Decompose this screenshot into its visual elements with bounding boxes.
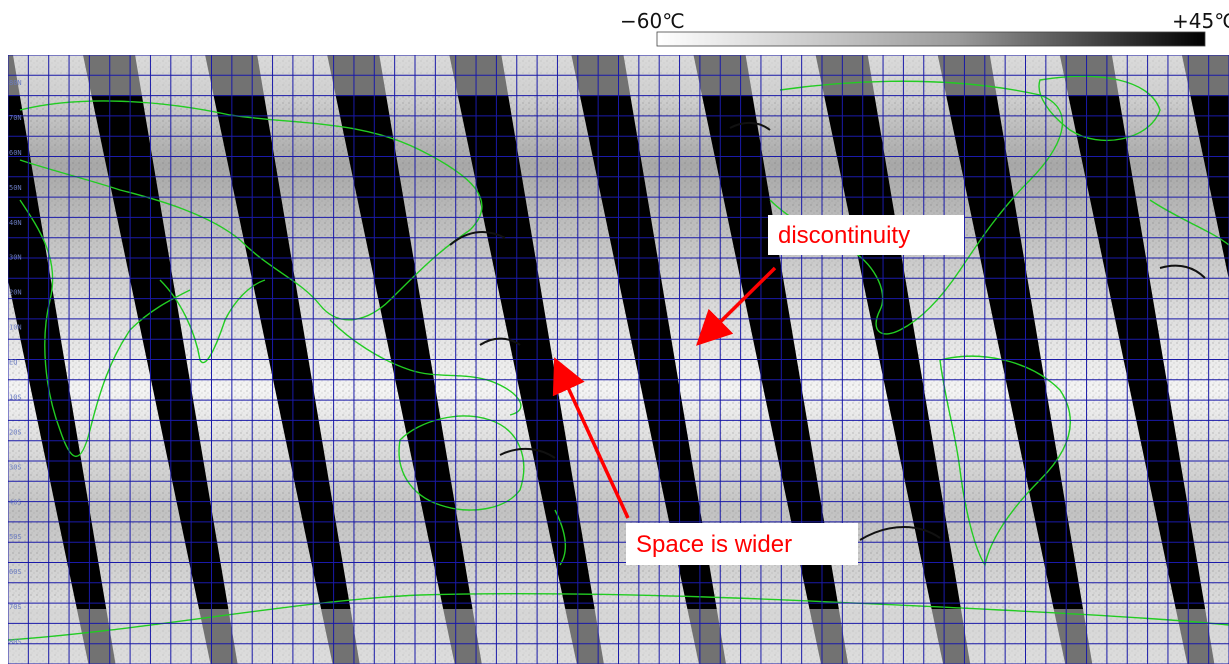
latitude-label: 20S [9,428,22,436]
latitude-label: 50N [9,184,22,192]
space-is-wider-arrow [552,357,630,519]
latitude-label: 40S [9,498,22,506]
coastline-north-america [769,80,1064,335]
space-is-wider-label-box [626,523,858,565]
coastline-europe-east [1149,199,1229,246]
latitude-label: 70N [9,114,22,122]
latitude-label: 30S [9,463,22,471]
coastline-australia [398,415,525,511]
discontinuity-label: discontinuity [778,222,910,249]
coastline-greenland [1038,75,1161,142]
latitude-label: 40N [9,219,22,227]
discontinuity-arrow [696,266,777,346]
lat-lon-grid [8,55,1229,664]
colorbar-min-label: −60℃ [620,9,685,33]
latitude-label: 20N [9,289,22,297]
latitude-label: 60S [9,568,22,576]
map-panel: 80N 70N 60N 50N 40N 30N 20N 10N EQ 10S 20S 30S 40S 50… [8,55,1229,664]
space-is-wider-label: Space is wider [636,531,792,558]
latitude-label: 30N [9,254,22,262]
latitude-label: 10N [9,324,22,332]
annotation-discontinuity: discontinuity [696,215,964,346]
annotation-space-is-wider: Space is wider [552,357,858,565]
latitude-label: 60N [9,149,22,157]
coastline-seasia [329,319,522,416]
latitude-labels: 80N 70N 60N 50N 40N 30N 20N 10N EQ 10S 20S 30S 40S 50… [9,79,22,646]
latitude-label: 80N [9,79,22,87]
colorbar-max-label: +45℃ [1172,9,1229,33]
latitude-label: 80S [9,638,22,646]
coastline-antarctica [8,592,1229,641]
colorbar-gradient [656,31,1206,47]
latitude-label: 10S [9,393,22,401]
discontinuity-label-box [768,215,964,255]
latitude-label: 70S [9,603,22,611]
latitude-label: 50S [9,533,22,541]
colorbar: −60℃ +45℃ [620,9,1229,47]
scan-artifacts [449,122,1206,541]
coastline-south-america [939,355,1072,567]
latitude-label: EQ [9,359,17,367]
